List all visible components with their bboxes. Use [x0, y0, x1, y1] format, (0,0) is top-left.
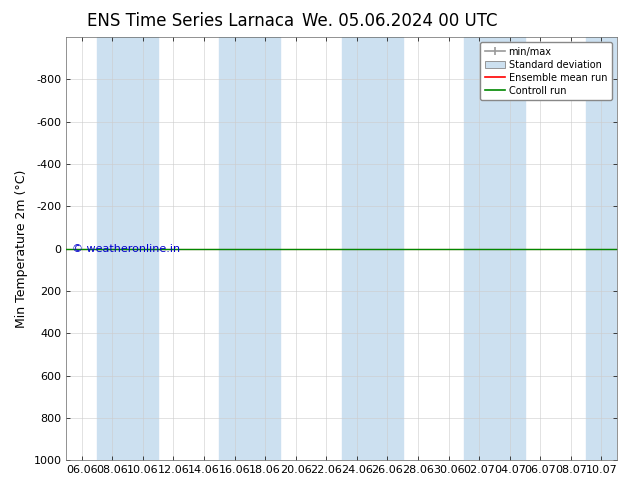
Y-axis label: Min Temperature 2m (°C): Min Temperature 2m (°C) — [15, 170, 28, 328]
Legend: min/max, Standard deviation, Ensemble mean run, Controll run: min/max, Standard deviation, Ensemble me… — [481, 42, 612, 100]
Bar — [464, 37, 525, 460]
Bar — [219, 37, 280, 460]
Text: ENS Time Series Larnaca: ENS Time Series Larnaca — [87, 12, 294, 30]
Bar — [342, 37, 403, 460]
Text: We. 05.06.2024 00 UTC: We. 05.06.2024 00 UTC — [302, 12, 497, 30]
Text: © weatheronline.in: © weatheronline.in — [72, 244, 180, 254]
Bar — [97, 37, 158, 460]
Bar — [586, 37, 634, 460]
